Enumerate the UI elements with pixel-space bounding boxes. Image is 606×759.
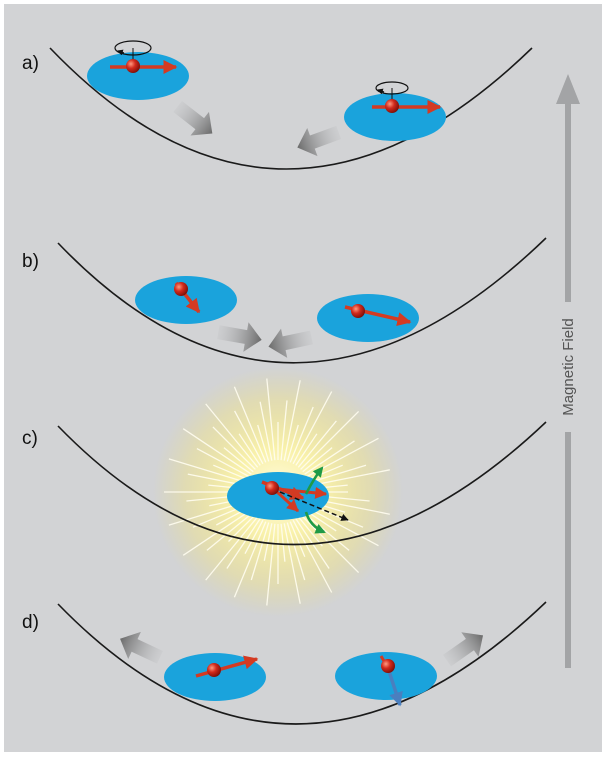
motion-arrow-icon-up-right-d — [442, 632, 484, 667]
light-ray — [250, 522, 270, 581]
particle-ball — [126, 59, 140, 73]
light-ray — [168, 458, 248, 484]
light-ray — [234, 410, 264, 465]
light-ray — [292, 391, 333, 465]
panel-d: d) — [22, 601, 547, 725]
light-ray — [233, 386, 267, 463]
motion-arrow-icon-down-right-a — [173, 100, 213, 136]
light-ray — [233, 521, 267, 598]
panel-label-d: d) — [22, 612, 39, 633]
axis-arrow-head-icon — [556, 74, 580, 104]
magnetic-field-axis: Magnetic Field — [556, 74, 580, 668]
particle-ball — [265, 481, 279, 495]
motion-arrow-icon-down-left-a — [297, 125, 342, 157]
disk — [87, 52, 189, 100]
light-ray — [289, 406, 314, 463]
light-ray — [283, 523, 301, 604]
motion-arrow-icon-right-b — [217, 322, 262, 352]
disk — [317, 294, 419, 342]
particle-disk-right-a — [344, 81, 446, 141]
light-ray — [295, 433, 318, 466]
light-ray — [263, 523, 273, 561]
light-ray — [305, 506, 379, 547]
spin-arrow-icon-down — [386, 667, 403, 707]
particle-disk-center-c — [227, 466, 349, 534]
light-ray — [223, 447, 254, 473]
disk — [335, 652, 437, 700]
panel-label-c: c) — [22, 428, 38, 449]
light-ray — [280, 400, 288, 461]
light-ray — [302, 447, 333, 473]
potential-well-curve-b — [57, 237, 547, 364]
panel-label-a: a) — [22, 53, 39, 74]
particle-disk-left-a — [87, 40, 189, 100]
light-ray — [213, 464, 249, 481]
rotation-arrow-icon-up — [304, 466, 324, 495]
light-ray — [266, 523, 276, 606]
light-ray — [226, 518, 261, 569]
light-ray — [297, 516, 323, 547]
particle-disk-right-b — [317, 294, 419, 342]
light-ray — [280, 523, 286, 562]
particle-ball — [351, 304, 365, 318]
light-ray — [196, 448, 251, 478]
particle-ball — [174, 282, 188, 296]
potential-well-curve-d — [57, 601, 547, 725]
potential-well-curve-c — [57, 421, 547, 546]
light-ray — [257, 424, 270, 462]
motion-arrow-icon-up-left-d — [120, 631, 163, 664]
light-ray — [283, 380, 301, 461]
panel-c: c) — [22, 367, 547, 617]
motion-arrow-icon-left-b — [268, 328, 313, 358]
orbit-arrow-icon — [376, 88, 385, 95]
light-ray — [292, 519, 333, 593]
particle-disk-right-d — [335, 652, 437, 707]
light-ray — [308, 464, 367, 484]
panel-b: b) — [22, 237, 547, 364]
rotation-arrow-icon-down — [304, 511, 326, 534]
axis-label: Magnetic Field — [560, 318, 577, 416]
light-ray — [300, 410, 360, 470]
light-ray — [309, 469, 390, 487]
disk — [135, 276, 237, 324]
spin-arrow-icon-3 — [273, 488, 300, 513]
light-ray — [297, 420, 337, 468]
light-ray — [244, 519, 264, 555]
light-ray — [212, 426, 256, 470]
light-ray — [286, 424, 299, 462]
light-ray — [205, 516, 259, 581]
axis-label-backing — [558, 302, 578, 432]
light-ray — [205, 403, 259, 468]
potential-well-curve-a — [49, 47, 533, 170]
particle-ball — [207, 663, 221, 677]
orbit-arrow-icon — [116, 49, 125, 56]
light-ray — [182, 428, 252, 475]
particle-ball — [385, 99, 399, 113]
particle-disk-left-b — [135, 276, 237, 324]
light-ray — [259, 401, 273, 461]
panel-a: a) — [22, 40, 533, 170]
dashed-direction-arrow-icon — [279, 491, 349, 521]
light-ray — [286, 522, 306, 581]
disk — [227, 472, 329, 520]
light-ray — [238, 433, 261, 466]
light-ray — [300, 514, 360, 574]
light-ray — [289, 521, 306, 557]
light-ray — [206, 511, 254, 551]
spin-arrow-icon — [195, 655, 259, 678]
light-ray — [266, 378, 276, 461]
particle-ball — [381, 659, 395, 673]
panel-label-b: b) — [22, 251, 39, 272]
disk — [344, 93, 446, 141]
particle-disk-left-d — [164, 653, 266, 701]
